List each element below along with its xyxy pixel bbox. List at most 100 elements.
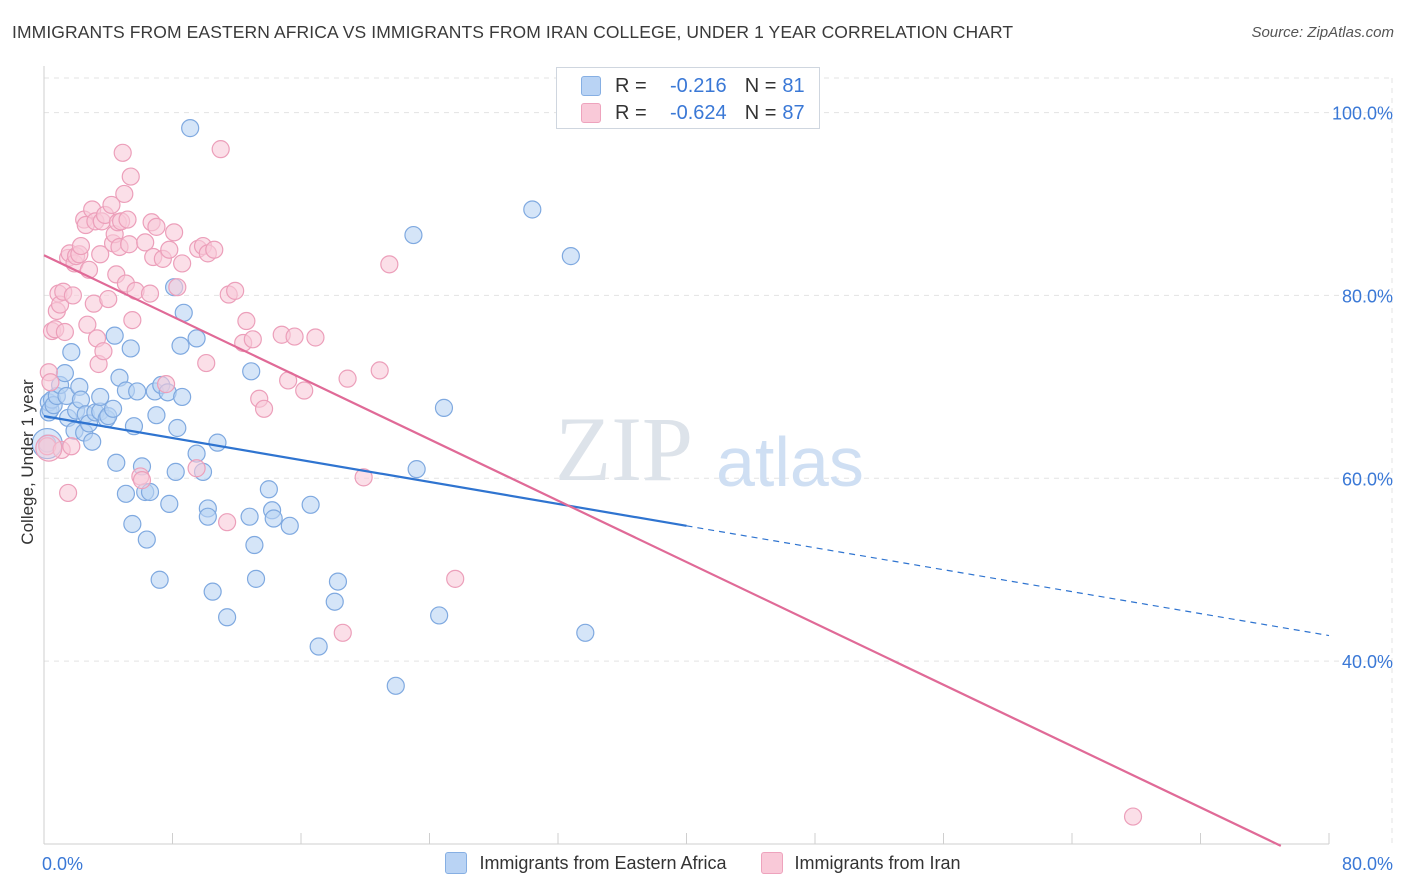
legend-label: Immigrants from Eastern Africa (479, 852, 727, 873)
legend-label: Immigrants from Iran (794, 852, 961, 873)
data-point (115, 184, 134, 204)
data-point (370, 361, 389, 380)
data-point (105, 326, 124, 345)
data-point (150, 570, 169, 589)
data-point (107, 453, 126, 472)
data-point (120, 235, 139, 254)
data-point (168, 418, 187, 438)
trend-line-iran (43, 254, 1282, 847)
r-value: -0.216 (669, 74, 727, 97)
data-point (523, 200, 542, 219)
data-point (243, 330, 262, 349)
data-point (354, 468, 373, 487)
data-point (71, 236, 91, 256)
pink-swatch (581, 103, 601, 123)
data-point (301, 495, 320, 514)
data-point (280, 516, 299, 535)
data-point (62, 437, 81, 456)
data-point (203, 582, 222, 601)
data-point (187, 329, 206, 348)
data-point (140, 284, 160, 303)
data-point (254, 399, 274, 418)
data-point (147, 217, 166, 236)
data-point (328, 572, 348, 591)
blue-swatch (581, 76, 601, 96)
series-iran-points (35, 140, 1143, 826)
data-point (386, 676, 405, 695)
data-point (325, 592, 344, 611)
watermark-atlas: atlas (716, 423, 864, 501)
data-point (434, 398, 454, 417)
data-point (171, 336, 190, 355)
data-point (165, 223, 184, 242)
data-point (116, 484, 136, 503)
series-legend: Immigrants from Eastern Africa Immigrant… (0, 852, 1406, 874)
n-value: 81 (782, 74, 805, 97)
data-point (197, 353, 216, 373)
data-point (55, 322, 74, 342)
watermark-zip: ZIP (555, 398, 693, 500)
data-point (113, 143, 132, 162)
data-point (102, 195, 121, 215)
data-point (136, 233, 155, 252)
r-label: R = (615, 74, 647, 97)
data-point (245, 535, 264, 555)
pink-swatch (760, 852, 783, 874)
data-point (446, 569, 465, 588)
data-point (123, 311, 142, 330)
data-point (147, 406, 166, 425)
data-point-large (35, 434, 63, 462)
y-tick-label: 100.0% (1332, 104, 1393, 124)
data-point (173, 387, 192, 407)
data-point (62, 343, 81, 362)
y-axis-label: College, Under 1 year (18, 379, 37, 545)
data-point (91, 245, 110, 264)
data-point (99, 289, 118, 309)
data-point (166, 462, 185, 481)
blue-swatch (445, 852, 468, 874)
chart-title: IMMIGRANTS FROM EASTERN AFRICA VS IMMIGR… (12, 22, 1014, 42)
data-point (168, 278, 187, 297)
data-point (380, 255, 399, 274)
data-point (242, 362, 261, 381)
data-point (160, 240, 179, 259)
data-point (205, 240, 224, 259)
data-point (226, 281, 245, 300)
data-point (218, 513, 237, 532)
n-label: N = (744, 101, 777, 124)
data-point (63, 286, 83, 305)
n-value: 87 (782, 101, 805, 124)
data-point (338, 369, 357, 388)
stats-legend: R = -0.216 N = 81 R = -0.624 N = 87 (556, 67, 820, 129)
legend-item-iran: Immigrants from Iran (760, 852, 961, 874)
y-tick-label: 60.0% (1342, 469, 1393, 489)
source-label: Source: ZipAtlas.com (1251, 24, 1394, 41)
data-point (309, 637, 328, 656)
data-point (121, 339, 140, 358)
tick-labels: 40.0% 60.0% 80.0% 100.0% 0.0% 80.0% (42, 104, 1393, 874)
data-point (58, 483, 78, 503)
gridlines (44, 77, 1393, 844)
trend-lines (43, 254, 1330, 847)
data-point (78, 315, 97, 334)
data-point (237, 311, 256, 331)
data-point (285, 327, 304, 346)
data-point (94, 342, 113, 361)
data-point (561, 247, 580, 266)
data-point (246, 569, 266, 588)
r-label: R = (615, 101, 647, 124)
data-point (103, 399, 123, 418)
data-point (156, 375, 176, 394)
data-point (407, 460, 426, 479)
trend-line-eastern-africa-extension (686, 525, 1330, 637)
data-point (187, 459, 206, 478)
data-point (264, 509, 283, 528)
data-point (83, 432, 102, 451)
data-point (211, 140, 230, 159)
data-point (259, 480, 278, 499)
data-point (132, 471, 152, 490)
data-point (118, 210, 137, 229)
data-point (208, 433, 227, 452)
data-point (218, 608, 237, 627)
